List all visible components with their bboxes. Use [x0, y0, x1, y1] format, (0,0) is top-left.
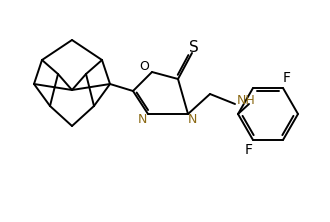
Text: F: F	[245, 143, 253, 157]
Text: F: F	[283, 71, 291, 85]
Text: N: N	[187, 113, 197, 127]
Text: NH: NH	[237, 95, 256, 107]
Text: N: N	[137, 113, 147, 127]
Text: S: S	[189, 40, 199, 56]
Text: O: O	[139, 59, 149, 73]
